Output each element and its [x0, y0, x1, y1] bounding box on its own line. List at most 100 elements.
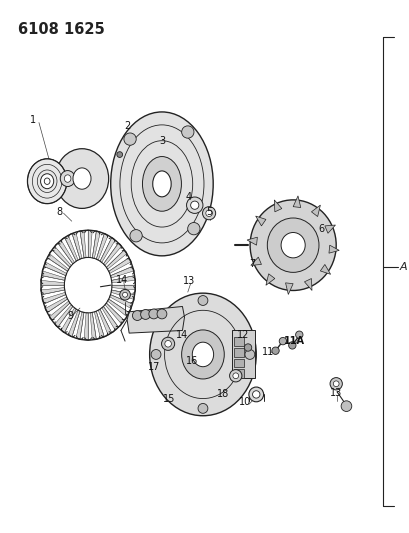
Ellipse shape	[55, 149, 108, 208]
Circle shape	[157, 309, 166, 319]
Text: 5: 5	[205, 207, 212, 217]
Polygon shape	[265, 274, 274, 285]
Text: 2: 2	[124, 122, 130, 131]
Text: 7: 7	[248, 259, 255, 269]
Polygon shape	[80, 230, 86, 258]
Polygon shape	[247, 237, 257, 245]
Polygon shape	[41, 280, 64, 285]
Circle shape	[333, 381, 338, 386]
Circle shape	[244, 350, 254, 359]
Polygon shape	[112, 285, 135, 290]
Polygon shape	[108, 299, 129, 317]
Polygon shape	[68, 310, 80, 337]
Polygon shape	[55, 305, 73, 327]
Polygon shape	[96, 233, 108, 260]
Text: 15: 15	[162, 394, 175, 403]
Polygon shape	[90, 312, 96, 340]
Polygon shape	[61, 308, 76, 333]
Ellipse shape	[142, 157, 181, 211]
Circle shape	[232, 373, 238, 378]
Text: 14: 14	[176, 330, 188, 340]
Polygon shape	[255, 216, 265, 226]
Polygon shape	[98, 309, 111, 335]
Text: 8: 8	[56, 207, 62, 217]
Bar	[233, 337, 243, 346]
Ellipse shape	[27, 159, 67, 204]
Polygon shape	[292, 196, 300, 207]
Ellipse shape	[40, 174, 54, 189]
Ellipse shape	[153, 171, 171, 197]
Polygon shape	[250, 257, 261, 265]
Circle shape	[186, 197, 202, 213]
Polygon shape	[49, 301, 70, 320]
Circle shape	[198, 296, 207, 305]
Text: 11A: 11A	[283, 336, 304, 346]
Circle shape	[164, 341, 171, 347]
Text: 16: 16	[185, 357, 198, 366]
Circle shape	[248, 387, 263, 402]
Circle shape	[161, 337, 174, 350]
Polygon shape	[65, 236, 78, 261]
Text: 4: 4	[185, 192, 191, 202]
Circle shape	[205, 210, 212, 216]
Polygon shape	[45, 297, 67, 312]
Polygon shape	[52, 246, 71, 268]
Text: 18: 18	[217, 390, 229, 399]
Polygon shape	[43, 292, 65, 304]
Text: A: A	[399, 262, 407, 271]
Ellipse shape	[192, 342, 213, 367]
Circle shape	[295, 331, 302, 338]
Text: 10: 10	[238, 398, 251, 407]
Circle shape	[132, 311, 142, 320]
Polygon shape	[111, 276, 135, 282]
Circle shape	[190, 201, 198, 209]
Ellipse shape	[249, 200, 335, 290]
Polygon shape	[111, 290, 134, 300]
Circle shape	[202, 207, 215, 220]
Ellipse shape	[60, 171, 75, 187]
Circle shape	[151, 350, 161, 359]
Polygon shape	[94, 311, 104, 338]
Ellipse shape	[267, 218, 318, 272]
Polygon shape	[103, 243, 121, 265]
Circle shape	[329, 377, 342, 390]
Polygon shape	[47, 254, 68, 271]
Circle shape	[117, 152, 122, 157]
Polygon shape	[42, 271, 65, 280]
Polygon shape	[311, 205, 319, 216]
Bar	[233, 348, 243, 357]
Polygon shape	[58, 240, 74, 264]
Circle shape	[148, 309, 158, 319]
Circle shape	[130, 230, 142, 242]
Polygon shape	[101, 306, 118, 330]
Polygon shape	[100, 238, 115, 262]
Text: 17: 17	[147, 362, 160, 372]
Circle shape	[140, 310, 150, 319]
Polygon shape	[84, 313, 88, 340]
Circle shape	[340, 401, 351, 411]
Circle shape	[181, 126, 193, 138]
Polygon shape	[110, 295, 132, 309]
Bar	[233, 369, 243, 378]
Ellipse shape	[44, 178, 50, 184]
Polygon shape	[106, 250, 126, 269]
Polygon shape	[76, 312, 84, 339]
Circle shape	[288, 342, 295, 349]
Polygon shape	[319, 264, 330, 274]
Text: 14: 14	[116, 276, 128, 285]
Polygon shape	[44, 262, 66, 276]
Polygon shape	[328, 245, 338, 253]
Polygon shape	[324, 225, 335, 233]
Circle shape	[244, 344, 251, 351]
Text: 6108 1625: 6108 1625	[18, 22, 104, 37]
Ellipse shape	[110, 112, 213, 256]
Bar	[232, 330, 254, 378]
Polygon shape	[285, 283, 292, 294]
Polygon shape	[72, 232, 82, 259]
Circle shape	[271, 347, 279, 354]
Circle shape	[119, 289, 130, 300]
Text: 12: 12	[236, 330, 249, 340]
Circle shape	[122, 292, 127, 297]
Circle shape	[279, 337, 286, 345]
Polygon shape	[108, 258, 130, 273]
